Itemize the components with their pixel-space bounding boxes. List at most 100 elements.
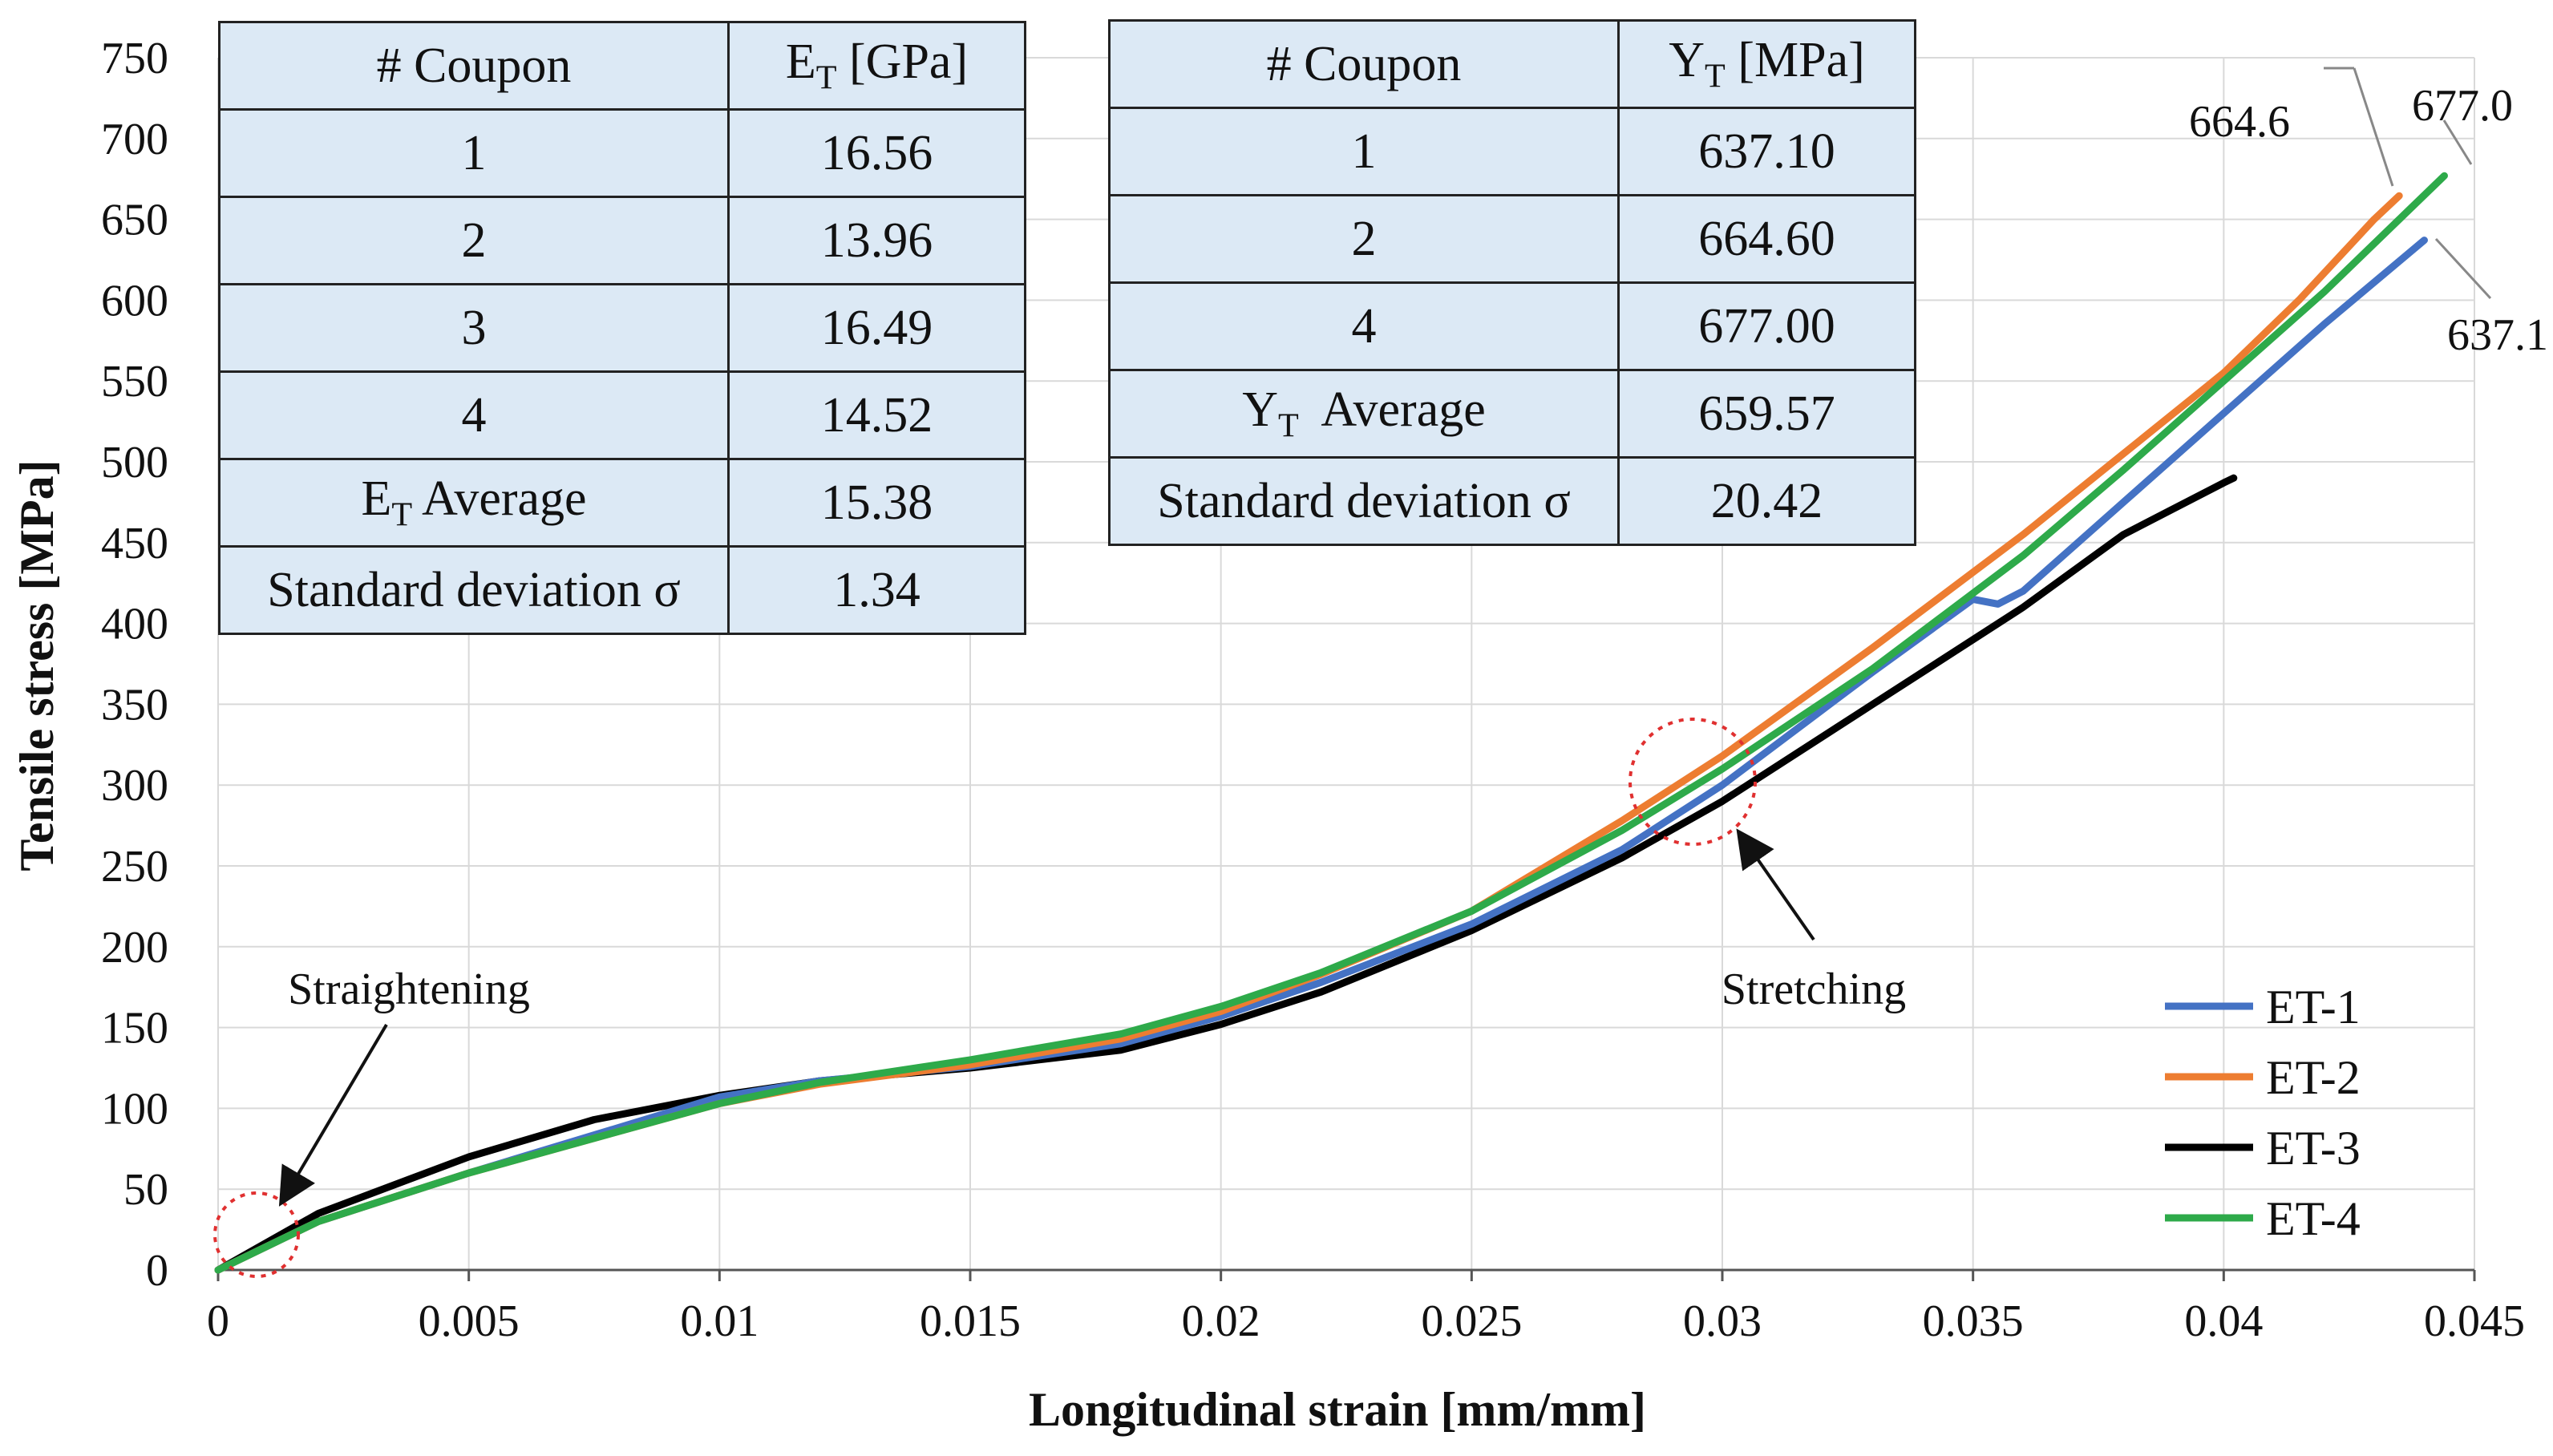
legend: ET-1 ET-2 ET-3 ET-4: [2165, 981, 2361, 1245]
peak-et2-label: 664.6: [2189, 97, 2290, 147]
header-subscript: T: [815, 59, 837, 97]
cell-coupon: 2: [218, 196, 730, 285]
x-tick-label: 0.025: [1421, 1296, 1522, 1346]
y-tick-label: 200: [101, 923, 168, 973]
table-row: 4 677.00: [1108, 281, 1916, 371]
table-row: 1 637.10: [1108, 107, 1916, 196]
avg-rest: Average: [1298, 382, 1486, 438]
x-tick-label: 0: [207, 1296, 229, 1346]
x-tick-label: 0.045: [2424, 1296, 2525, 1346]
cell-std-label: Standard deviation σ: [1108, 456, 1620, 546]
header-unit: [GPa]: [836, 34, 969, 90]
stretching-arrow: [1736, 828, 1815, 941]
y-tick-label: 600: [101, 276, 168, 326]
series-line-et-1: [214, 237, 2428, 1274]
x-tick-label: 0.02: [1182, 1296, 1260, 1346]
y-tick-label: 0: [146, 1246, 168, 1296]
x-axis-title: Longitudinal strain [mm/mm]: [1029, 1383, 1646, 1436]
table-row: 4 14.52: [218, 370, 1026, 460]
cell-value: 637.10: [1617, 107, 1916, 196]
cell-std-label: Standard deviation σ: [218, 545, 730, 635]
cell-average-value: 15.38: [727, 458, 1026, 548]
avg-symbol: Y: [1242, 382, 1279, 438]
table-average-row: ET Average 15.38: [218, 458, 1026, 548]
stretching-label: Stretching: [1722, 965, 1906, 1014]
strength-table: # Coupon YT [MPa] 1 637.10 2 664.60 4 677.0…: [1108, 19, 1916, 546]
peak-et4-leader: [2442, 119, 2473, 165]
y-tick-label: 500: [101, 438, 168, 487]
cell-value: 16.56: [727, 108, 1026, 198]
stretching-marker: [1628, 718, 1757, 846]
table-std-row: Standard deviation σ 1.34: [218, 545, 1026, 635]
avg-symbol: E: [361, 471, 392, 527]
y-tick-label: 450: [101, 519, 168, 568]
table-header-row: # Coupon YT [MPa]: [1108, 19, 1916, 109]
header-strength: YT [MPa]: [1617, 19, 1916, 109]
header-symbol: Y: [1669, 33, 1705, 88]
cell-value: 664.60: [1617, 194, 1916, 284]
cell-average-label: ET Average: [218, 458, 730, 548]
y-tick-label: 400: [101, 600, 168, 649]
cell-coupon: 1: [1108, 107, 1620, 196]
peak-et2-leader2: [2353, 67, 2394, 187]
cell-value: 13.96: [727, 196, 1026, 285]
cell-coupon: 1: [218, 108, 730, 198]
straightening-label: Straightening: [288, 965, 530, 1014]
y-tick-label: 250: [101, 842, 168, 892]
y-tick-label: 300: [101, 761, 168, 811]
table-std-row: Standard deviation σ 20.42: [1108, 456, 1916, 546]
legend-label-et1: ET-1: [2266, 981, 2361, 1033]
table-row: 3 16.49: [218, 283, 1026, 373]
data-series: [214, 172, 2448, 1274]
y-axis-title: Tensile stress [MPa]: [10, 459, 63, 871]
legend-label-et4: ET-4: [2266, 1192, 2361, 1245]
cell-value: 677.00: [1617, 281, 1916, 371]
y-tick-label: 150: [101, 1004, 168, 1054]
cell-coupon: 4: [218, 370, 730, 460]
peak-et1-label: 637.1: [2447, 310, 2548, 360]
cell-average-value: 659.57: [1617, 369, 1916, 459]
y-tick-label: 50: [123, 1165, 168, 1215]
table-header-row: # Coupon ET [GPa]: [218, 21, 1026, 111]
cell-std-value: 20.42: [1617, 456, 1916, 546]
cell-coupon: 3: [218, 283, 730, 373]
y-tick-label: 550: [101, 357, 168, 406]
avg-subscript: T: [391, 495, 413, 534]
y-tick-label: 350: [101, 680, 168, 730]
x-tick-label: 0.035: [1923, 1296, 2024, 1346]
cell-average-label: YT Average: [1108, 369, 1620, 459]
y-tick-label: 700: [101, 115, 168, 164]
series-line-et-4: [214, 172, 2448, 1274]
x-tick-label: 0.03: [1683, 1296, 1762, 1346]
peak-et1-leader: [2434, 237, 2492, 300]
x-tick-label: 0.005: [419, 1296, 520, 1346]
x-tick-label: 0.04: [2184, 1296, 2263, 1346]
x-tick-label: 0.01: [680, 1296, 759, 1346]
cell-coupon: 4: [1108, 281, 1620, 371]
header-coupon: # Coupon: [1108, 19, 1620, 109]
table-row: 2 664.60: [1108, 194, 1916, 284]
table-average-row: YT Average 659.57: [1108, 369, 1916, 459]
header-coupon: # Coupon: [218, 21, 730, 111]
avg-subscript: T: [1278, 406, 1299, 445]
header-modulus: ET [GPa]: [727, 21, 1026, 111]
straightening-marker: [213, 1191, 300, 1278]
header-subscript: T: [1705, 57, 1726, 95]
y-tick-label: 750: [101, 34, 168, 83]
cell-value: 16.49: [727, 283, 1026, 373]
series-line-et-3: [214, 474, 2238, 1274]
table-row: 1 16.56: [218, 108, 1026, 198]
y-tick-label: 650: [101, 196, 168, 245]
modulus-table: # Coupon ET [GPa] 1 16.56 2 13.96 3 16.49 4…: [218, 21, 1026, 635]
header-symbol: E: [785, 34, 816, 90]
y-tick-labels: 0 50 100 150 200 250 300 350 400 450 500 550 600 650 7…: [101, 34, 168, 1296]
legend-label-et3: ET-3: [2266, 1122, 2361, 1175]
header-unit: [MPa]: [1725, 33, 1865, 88]
y-tick-label: 100: [101, 1084, 168, 1134]
axes: [216, 1268, 2476, 1281]
cell-coupon: 2: [1108, 194, 1620, 284]
legend-label-et2: ET-2: [2266, 1051, 2361, 1104]
cell-value: 14.52: [727, 370, 1026, 460]
avg-rest: Average: [412, 471, 587, 527]
x-tick-label: 0.015: [920, 1296, 1021, 1346]
